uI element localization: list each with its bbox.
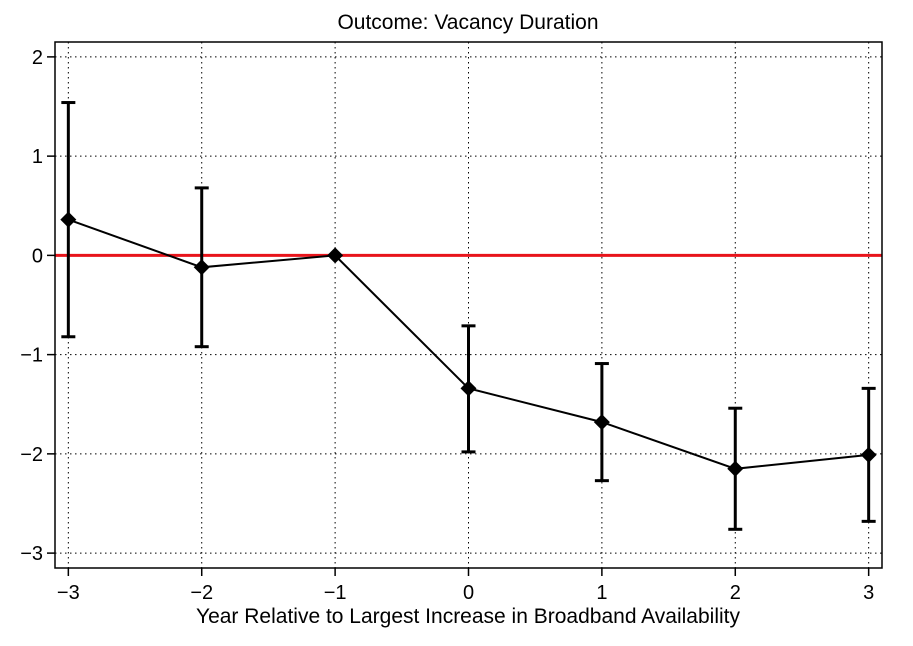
data-point-1 [193, 259, 210, 276]
x-axis: −3 −2 −1 0 1 2 3 [57, 568, 874, 604]
y-tick-label-3: −1 [20, 345, 43, 367]
y-axis: 2 1 0 −1 −2 −3 [20, 47, 55, 565]
x-tick-label-6: 3 [863, 582, 874, 604]
y-tick-label-0: 2 [32, 47, 43, 69]
x-tick-label-3: 0 [463, 582, 474, 604]
x-axis-label: Year Relative to Largest Increase in Bro… [196, 605, 741, 628]
data-point-4 [593, 414, 610, 431]
x-tick-label-5: 2 [730, 582, 741, 604]
data-point-6 [860, 446, 877, 463]
data-point-3 [460, 380, 477, 397]
y-tick-label-5: −3 [20, 543, 43, 565]
y-tick-label-1: 1 [32, 146, 43, 168]
data-point-0 [60, 211, 77, 228]
data-point-2 [327, 247, 344, 264]
grid-lines [55, 42, 882, 568]
y-tick-label-2: 0 [32, 245, 43, 267]
series-layer [60, 101, 877, 531]
plot-frame [54, 41, 883, 569]
x-tick-label-4: 1 [596, 582, 607, 604]
chart-title: Outcome: Vacancy Duration [337, 11, 598, 34]
data-point-5 [727, 460, 744, 477]
x-tick-label-2: −1 [324, 582, 347, 604]
y-tick-label-4: −2 [20, 444, 43, 466]
x-tick-label-1: −2 [190, 582, 213, 604]
x-tick-label-0: −3 [57, 582, 80, 604]
